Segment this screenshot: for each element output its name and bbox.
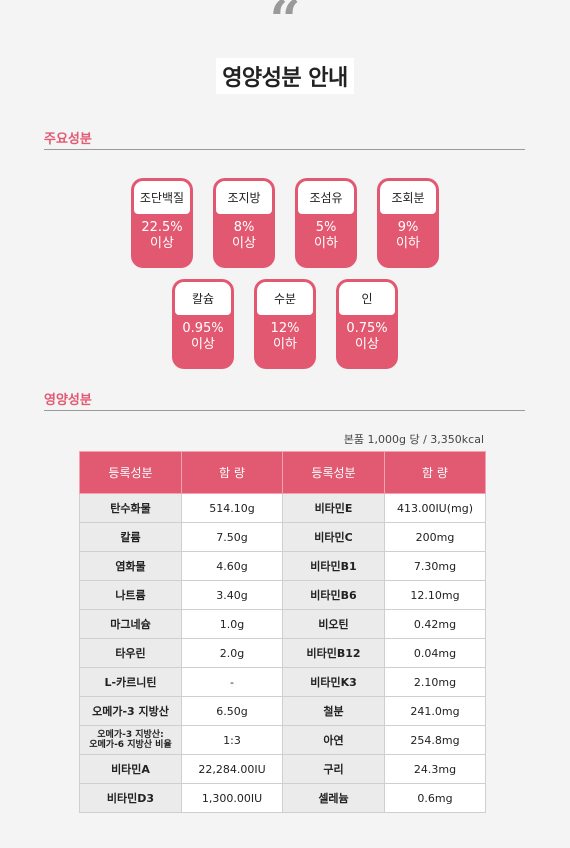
ingredient-badge: 조단백질 22.5% 이상 [131, 178, 193, 268]
badge-value: 22.5% [141, 220, 183, 235]
amount-cell: 2.10mg [384, 667, 486, 697]
badge-name: 조섬유 [298, 181, 354, 214]
table-row: 비타민D3 1,300.00IU 셀레늄 0.6mg [79, 783, 486, 813]
badge-name: 조단백질 [134, 181, 190, 214]
badge-name: 인 [339, 282, 395, 315]
ingredient-name-cell: 비타민B6 [282, 580, 385, 610]
ingredient-name-cell: 비타민D3 [79, 783, 182, 813]
ingredient-name-cell: 철분 [282, 696, 385, 726]
badge-value: 12% [270, 321, 300, 336]
amount-cell: 254.8mg [384, 725, 486, 755]
ingredient-name-cell: 칼륨 [79, 522, 182, 552]
table-row: 염화물 4.60g 비타민B1 7.30mg [79, 551, 486, 581]
amount-cell: 1,300.00IU [181, 783, 283, 813]
badge-name: 조회분 [380, 181, 436, 214]
table-row: 칼륨 7.50g 비타민C 200mg [79, 522, 486, 552]
section-divider [44, 149, 525, 150]
table-row: 나트륨 3.40g 비타민B6 12.10mg [79, 580, 486, 610]
ingredient-name-cell: 탄수화물 [79, 493, 182, 523]
table-row: 비타민A 22,284.00IU 구리 24.3mg [79, 754, 486, 784]
amount-cell: 1.0g [181, 609, 283, 639]
column-header-amount: 함 량 [384, 451, 486, 494]
column-header-amount: 함 량 [181, 451, 283, 494]
badge-limit: 이하 [273, 337, 297, 352]
table-row: 오메가-3 지방산 6.50g 철분 241.0mg [79, 696, 486, 726]
ingredient-name-cell: 비타민K3 [282, 667, 385, 697]
amount-cell: 24.3mg [384, 754, 486, 784]
column-header-ingredient: 등록성분 [282, 451, 385, 494]
nutrition-table: 등록성분 함 량 등록성분 함 량 탄수화물 514.10g 비타민E 413.00I… [79, 451, 486, 813]
amount-cell: 7.30mg [384, 551, 486, 581]
amount-cell: 1:3 [181, 725, 283, 755]
badge-limit: 이상 [191, 337, 215, 352]
table-row: 타우린 2.0g 비타민B12 0.04mg [79, 638, 486, 668]
table-header-row: 등록성분 함 량 등록성분 함 량 [79, 451, 486, 494]
table-row: L-카르니틴 - 비타민K3 2.10mg [79, 667, 486, 697]
ingredient-name-cell: 오메가-3 지방산: 오메가-6 지방산 비율 [79, 725, 182, 755]
ingredient-name-cell: 비타민A [79, 754, 182, 784]
ingredient-name-cell: 셀레늄 [282, 783, 385, 813]
amount-cell: 22,284.00IU [181, 754, 283, 784]
column-header-ingredient: 등록성분 [79, 451, 182, 494]
ingredient-badge: 수분 12% 이하 [254, 279, 316, 369]
ingredient-name-cell: 비타민C [282, 522, 385, 552]
badge-value: 9% [397, 220, 419, 235]
ingredient-badge: 인 0.75% 이상 [336, 279, 398, 369]
table-row: 오메가-3 지방산: 오메가-6 지방산 비율 1:3 아연 254.8mg [79, 725, 486, 755]
amount-cell: - [181, 667, 283, 697]
amount-cell: 413.00IU(mg) [384, 493, 486, 523]
table-row: 탄수화물 514.10g 비타민E 413.00IU(mg) [79, 493, 486, 523]
ingredient-name-cell: L-카르니틴 [79, 667, 182, 697]
badge-name: 수분 [257, 282, 313, 315]
badge-limit: 이상 [150, 236, 174, 251]
badge-limit: 이상 [355, 337, 379, 352]
badge-value: 0.95% [182, 321, 224, 336]
ingredient-badge: 조섬유 5% 이하 [295, 178, 357, 268]
amount-cell: 2.0g [181, 638, 283, 668]
amount-cell: 241.0mg [384, 696, 486, 726]
amount-cell: 0.04mg [384, 638, 486, 668]
section-title-main-ingredients: 주요성분 [44, 132, 92, 147]
page-title: 영양성분 안내 [216, 58, 354, 94]
ingredient-name-cell: 오메가-3 지방산 [79, 696, 182, 726]
ingredient-name-cell: 비타민E [282, 493, 385, 523]
amount-cell: 4.60g [181, 551, 283, 581]
ingredient-name-cell: 구리 [282, 754, 385, 784]
badge-value: 0.75% [346, 321, 388, 336]
ingredient-name-cell: 마그네슘 [79, 609, 182, 639]
amount-cell: 514.10g [181, 493, 283, 523]
badge-name: 칼슘 [175, 282, 231, 315]
badge-value: 5% [315, 220, 337, 235]
section-title-nutrition: 영양성분 [44, 393, 92, 408]
quote-mark-icon: “ [269, 0, 301, 52]
amount-cell: 12.10mg [384, 580, 486, 610]
ingredient-badge: 칼슘 0.95% 이상 [172, 279, 234, 369]
ingredient-badge: 조회분 9% 이하 [377, 178, 439, 268]
badge-limit: 이하 [396, 236, 420, 251]
ingredient-name-cell: 비타민B1 [282, 551, 385, 581]
ingredient-badge: 조지방 8% 이상 [213, 178, 275, 268]
section-divider [44, 410, 525, 411]
badge-name: 조지방 [216, 181, 272, 214]
amount-cell: 3.40g [181, 580, 283, 610]
ingredient-name-cell: 나트륨 [79, 580, 182, 610]
badge-limit: 이상 [232, 236, 256, 251]
amount-cell: 6.50g [181, 696, 283, 726]
ingredient-name-cell: 비오틴 [282, 609, 385, 639]
ingredient-name-cell: 아연 [282, 725, 385, 755]
ingredient-name-cell: 염화물 [79, 551, 182, 581]
ingredient-name-cell: 타우린 [79, 638, 182, 668]
amount-cell: 0.42mg [384, 609, 486, 639]
energy-note: 본품 1,000g 당 / 3,350kcal [343, 433, 484, 446]
amount-cell: 7.50g [181, 522, 283, 552]
badge-value: 8% [233, 220, 255, 235]
table-row: 마그네슘 1.0g 비오틴 0.42mg [79, 609, 486, 639]
ingredient-name-cell: 비타민B12 [282, 638, 385, 668]
amount-cell: 0.6mg [384, 783, 486, 813]
amount-cell: 200mg [384, 522, 486, 552]
badge-limit: 이하 [314, 236, 338, 251]
